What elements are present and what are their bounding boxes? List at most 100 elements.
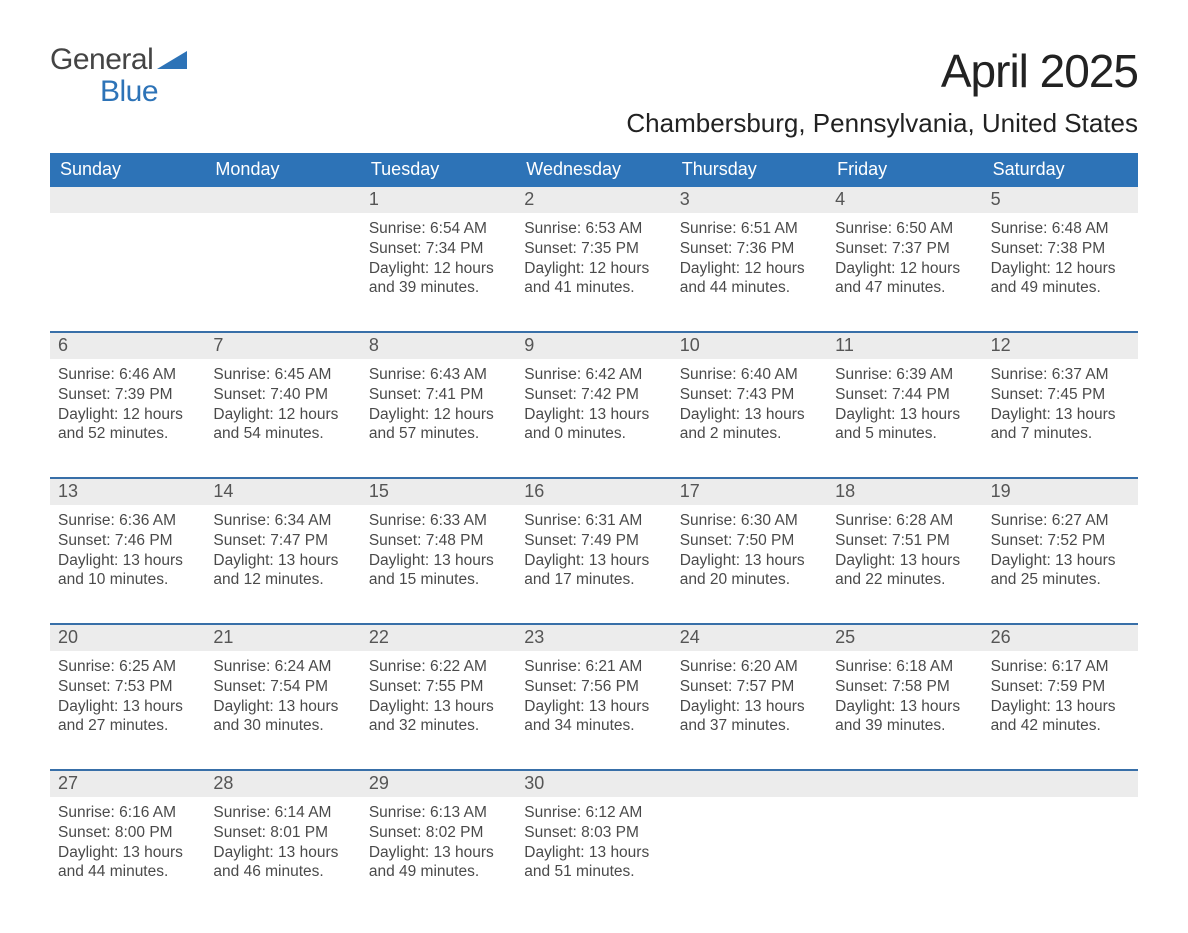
day-number: 13 — [50, 479, 205, 505]
day-number: 18 — [827, 479, 982, 505]
sunset-line: Sunset: 7:51 PM — [835, 531, 974, 551]
day-cell: Sunrise: 6:42 AMSunset: 7:42 PMDaylight:… — [516, 359, 671, 455]
daylight-line-2: and 15 minutes. — [369, 570, 508, 590]
sunrise-line: Sunrise: 6:21 AM — [524, 657, 663, 677]
daylight-line-2: and 46 minutes. — [213, 862, 352, 882]
dow-saturday: Saturday — [983, 153, 1138, 187]
sunset-line: Sunset: 8:01 PM — [213, 823, 352, 843]
daylight-line-2: and 39 minutes. — [369, 278, 508, 298]
day-cell: Sunrise: 6:36 AMSunset: 7:46 PMDaylight:… — [50, 505, 205, 601]
daylight-line-1: Daylight: 13 hours — [835, 551, 974, 571]
daylight-line-2: and 52 minutes. — [58, 424, 197, 444]
sunset-line: Sunset: 8:03 PM — [524, 823, 663, 843]
sunrise-line: Sunrise: 6:16 AM — [58, 803, 197, 823]
sunrise-line: Sunrise: 6:25 AM — [58, 657, 197, 677]
day-cell: Sunrise: 6:50 AMSunset: 7:37 PMDaylight:… — [827, 213, 982, 309]
sunrise-line: Sunrise: 6:34 AM — [213, 511, 352, 531]
sunset-line: Sunset: 7:46 PM — [58, 531, 197, 551]
daylight-line-2: and 44 minutes. — [58, 862, 197, 882]
calendar-week: 12345Sunrise: 6:54 AMSunset: 7:34 PMDayl… — [50, 187, 1138, 309]
sunset-line: Sunset: 7:47 PM — [213, 531, 352, 551]
daylight-line-2: and 44 minutes. — [680, 278, 819, 298]
sunset-line: Sunset: 8:00 PM — [58, 823, 197, 843]
day-cell — [672, 797, 827, 893]
sunrise-line: Sunrise: 6:42 AM — [524, 365, 663, 385]
daylight-line-1: Daylight: 13 hours — [835, 405, 974, 425]
daylight-line-2: and 34 minutes. — [524, 716, 663, 736]
day-number: 28 — [205, 771, 360, 797]
sunset-line: Sunset: 7:38 PM — [991, 239, 1130, 259]
day-cell: Sunrise: 6:37 AMSunset: 7:45 PMDaylight:… — [983, 359, 1138, 455]
daylight-line-1: Daylight: 12 hours — [991, 259, 1130, 279]
daylight-line-1: Daylight: 13 hours — [58, 697, 197, 717]
location-subtitle: Chambersburg, Pennsylvania, United State… — [626, 108, 1138, 139]
sunrise-line: Sunrise: 6:28 AM — [835, 511, 974, 531]
sunrise-line: Sunrise: 6:24 AM — [213, 657, 352, 677]
day-cell: Sunrise: 6:30 AMSunset: 7:50 PMDaylight:… — [672, 505, 827, 601]
page-header: General Blue April 2025 Chambersburg, Pe… — [50, 44, 1138, 139]
calendar-week: 13141516171819Sunrise: 6:36 AMSunset: 7:… — [50, 477, 1138, 601]
day-number: 10 — [672, 333, 827, 359]
sunset-line: Sunset: 7:37 PM — [835, 239, 974, 259]
day-cell — [205, 213, 360, 309]
sunrise-line: Sunrise: 6:50 AM — [835, 219, 974, 239]
day-number: 9 — [516, 333, 671, 359]
day-number: 30 — [516, 771, 671, 797]
sunset-line: Sunset: 7:59 PM — [991, 677, 1130, 697]
sunrise-line: Sunrise: 6:22 AM — [369, 657, 508, 677]
sunrise-line: Sunrise: 6:17 AM — [991, 657, 1130, 677]
daylight-line-2: and 5 minutes. — [835, 424, 974, 444]
daylight-line-2: and 42 minutes. — [991, 716, 1130, 736]
sunrise-line: Sunrise: 6:40 AM — [680, 365, 819, 385]
sunrise-line: Sunrise: 6:33 AM — [369, 511, 508, 531]
daylight-line-1: Daylight: 13 hours — [213, 697, 352, 717]
sunset-line: Sunset: 7:44 PM — [835, 385, 974, 405]
sunrise-line: Sunrise: 6:12 AM — [524, 803, 663, 823]
sunset-line: Sunset: 7:54 PM — [213, 677, 352, 697]
day-number: 15 — [361, 479, 516, 505]
daylight-line-1: Daylight: 12 hours — [369, 405, 508, 425]
day-number: 22 — [361, 625, 516, 651]
daylight-line-2: and 25 minutes. — [991, 570, 1130, 590]
day-number — [50, 187, 205, 213]
day-number: 5 — [983, 187, 1138, 213]
sunset-line: Sunset: 7:36 PM — [680, 239, 819, 259]
day-cell: Sunrise: 6:13 AMSunset: 8:02 PMDaylight:… — [361, 797, 516, 893]
sunrise-line: Sunrise: 6:53 AM — [524, 219, 663, 239]
day-cell — [827, 797, 982, 893]
sunset-line: Sunset: 7:49 PM — [524, 531, 663, 551]
day-cell: Sunrise: 6:34 AMSunset: 7:47 PMDaylight:… — [205, 505, 360, 601]
daylight-line-1: Daylight: 13 hours — [524, 843, 663, 863]
day-number: 6 — [50, 333, 205, 359]
daylight-line-2: and 32 minutes. — [369, 716, 508, 736]
sunrise-line: Sunrise: 6:30 AM — [680, 511, 819, 531]
daylight-line-2: and 51 minutes. — [524, 862, 663, 882]
day-number — [205, 187, 360, 213]
daylight-line-1: Daylight: 13 hours — [369, 843, 508, 863]
sunrise-line: Sunrise: 6:46 AM — [58, 365, 197, 385]
day-number: 24 — [672, 625, 827, 651]
day-number: 3 — [672, 187, 827, 213]
daylight-line-1: Daylight: 12 hours — [213, 405, 352, 425]
calendar-week: 20212223242526Sunrise: 6:25 AMSunset: 7:… — [50, 623, 1138, 747]
sunset-line: Sunset: 7:43 PM — [680, 385, 819, 405]
day-number: 11 — [827, 333, 982, 359]
day-number: 16 — [516, 479, 671, 505]
daylight-line-1: Daylight: 13 hours — [991, 697, 1130, 717]
sunset-line: Sunset: 7:50 PM — [680, 531, 819, 551]
day-cell: Sunrise: 6:43 AMSunset: 7:41 PMDaylight:… — [361, 359, 516, 455]
daylight-line-2: and 37 minutes. — [680, 716, 819, 736]
sunrise-line: Sunrise: 6:20 AM — [680, 657, 819, 677]
daylight-line-1: Daylight: 13 hours — [991, 405, 1130, 425]
daylight-line-2: and 2 minutes. — [680, 424, 819, 444]
day-number: 4 — [827, 187, 982, 213]
day-cell: Sunrise: 6:27 AMSunset: 7:52 PMDaylight:… — [983, 505, 1138, 601]
day-cell — [50, 213, 205, 309]
day-number-row: 12345 — [50, 187, 1138, 213]
daylight-line-2: and 49 minutes. — [369, 862, 508, 882]
day-cell: Sunrise: 6:48 AMSunset: 7:38 PMDaylight:… — [983, 213, 1138, 309]
sunset-line: Sunset: 7:45 PM — [991, 385, 1130, 405]
daylight-line-1: Daylight: 13 hours — [835, 697, 974, 717]
brand-triangle-icon — [157, 44, 187, 76]
daylight-line-1: Daylight: 13 hours — [369, 551, 508, 571]
